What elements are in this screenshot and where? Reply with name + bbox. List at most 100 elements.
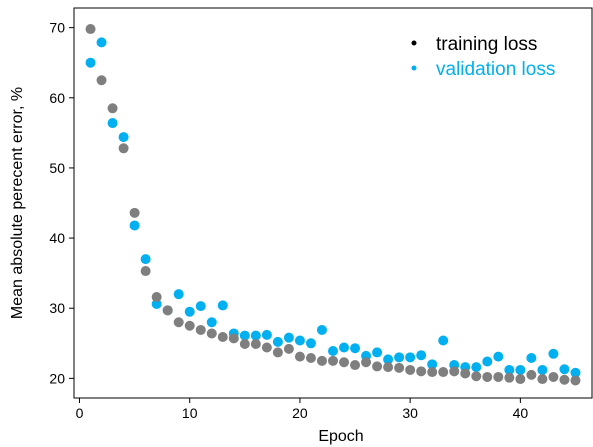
training-loss-point	[316, 355, 327, 366]
x-axis-ticks: 0 10 20 30 40	[76, 398, 529, 421]
validation-loss-point	[305, 338, 316, 349]
validation-loss-point	[151, 299, 162, 310]
validation-loss-point	[427, 359, 438, 370]
training-loss-point	[482, 371, 493, 382]
training-loss-point	[162, 305, 173, 316]
y-tick-label: 40	[49, 230, 65, 246]
training-loss-point	[548, 371, 559, 382]
training-loss-point	[272, 347, 283, 358]
training-loss-point	[107, 103, 118, 114]
training-loss-point	[96, 75, 107, 86]
training-loss-point	[449, 366, 460, 377]
validation-loss-point	[107, 118, 118, 129]
validation-loss-point	[316, 324, 327, 335]
validation-loss-point	[250, 330, 261, 341]
legend-marker	[411, 65, 417, 71]
training-loss-point	[305, 353, 316, 364]
training-loss-point	[184, 320, 195, 331]
validation-loss-point	[405, 352, 416, 363]
training-loss-point	[570, 375, 581, 386]
training-loss-point	[328, 355, 338, 366]
validation-loss-point	[438, 335, 449, 346]
training-loss-point	[460, 368, 471, 379]
training-loss-point	[118, 143, 129, 154]
validation-loss-point	[526, 353, 537, 364]
x-tick-label: 0	[76, 405, 84, 421]
training-loss-point	[405, 364, 416, 375]
x-tick-label: 20	[292, 405, 308, 421]
legend-label: training loss	[436, 34, 537, 55]
validation-loss-point	[394, 352, 405, 363]
plot-area	[73, 7, 593, 399]
training-loss-point	[294, 351, 305, 362]
validation-loss-point	[129, 220, 140, 231]
training-loss-point	[361, 357, 372, 368]
validation-loss-point	[515, 364, 526, 375]
training-loss-point	[173, 317, 184, 328]
validation-loss-point	[217, 300, 228, 311]
validation-loss-point	[118, 132, 129, 143]
validation-loss-point	[383, 354, 394, 365]
training-loss-point	[151, 291, 162, 302]
training-loss-point	[195, 324, 206, 335]
training-loss-point	[394, 362, 405, 373]
y-axis-title: Mean absolute perecent error, %	[9, 87, 26, 319]
validation-loss-point	[184, 306, 195, 317]
validation-loss-point	[272, 336, 283, 347]
validation-loss-point	[570, 367, 581, 378]
validation-loss-point	[261, 329, 272, 340]
validation-loss-point	[339, 342, 350, 353]
training-loss-point	[283, 343, 294, 354]
validation-loss-point	[493, 351, 504, 362]
y-axis-ticks: 20 30 40 50 60 70	[49, 20, 74, 386]
validation-loss-point	[372, 347, 383, 358]
training-loss-point	[493, 371, 504, 382]
x-tick-label: 30	[402, 405, 418, 421]
training-loss-point	[140, 266, 151, 277]
training-loss-point	[471, 371, 482, 382]
validation-loss-point	[537, 364, 548, 375]
validation-loss-point	[548, 348, 559, 359]
training-loss-point	[383, 362, 394, 373]
training-loss-point	[559, 374, 570, 385]
validation-loss-point	[416, 350, 427, 361]
training-loss-point	[526, 369, 537, 380]
validation-loss-point	[283, 332, 294, 343]
validation-loss-point	[195, 301, 206, 312]
training-loss-point	[427, 367, 438, 378]
validation-loss-point	[504, 364, 515, 375]
training-loss-point	[129, 207, 140, 218]
legend: training loss validation loss	[411, 34, 555, 80]
validation-loss-point	[559, 364, 570, 375]
training-loss-point	[228, 333, 239, 344]
validation-loss-point	[471, 362, 482, 373]
legend-marker	[411, 40, 417, 46]
training-loss-point	[350, 360, 361, 371]
training-loss-point	[515, 374, 526, 385]
validation-loss-point	[482, 356, 493, 367]
training-loss-point	[217, 331, 228, 342]
training-loss-point	[504, 372, 515, 383]
training-loss-point	[372, 361, 383, 372]
y-tick-label: 30	[49, 300, 65, 316]
validation-loss-point	[350, 343, 361, 354]
validation-loss-point	[206, 317, 217, 328]
training-loss-point	[85, 24, 96, 35]
y-tick-label: 20	[49, 370, 65, 386]
training-loss-point	[206, 328, 217, 339]
x-tick-label: 40	[513, 405, 529, 421]
training-loss-point	[416, 366, 427, 377]
x-axis-title: Epoch	[318, 428, 363, 445]
validation-loss-point	[173, 289, 184, 300]
training-loss-point	[250, 338, 261, 349]
x-tick-label: 10	[182, 405, 198, 421]
validation-loss-point	[294, 335, 305, 346]
training-loss-point	[239, 338, 250, 349]
training-loss-point	[261, 342, 272, 353]
y-tick-label: 70	[49, 20, 65, 36]
y-tick-label: 50	[49, 160, 65, 176]
legend-label: validation loss	[436, 59, 555, 80]
y-tick-label: 60	[49, 90, 65, 106]
validation-loss-point	[239, 330, 250, 341]
